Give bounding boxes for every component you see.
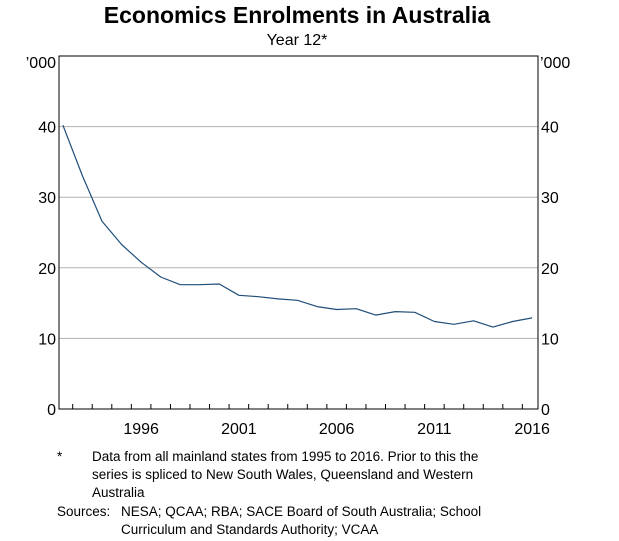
y-tick-label-left: 40 [38, 120, 56, 137]
x-tick-label: 1996 [123, 421, 159, 438]
x-tick-label: 2006 [319, 421, 355, 438]
x-tick-label: 2016 [514, 421, 550, 438]
series-layer [62, 124, 533, 328]
axis-ticks [72, 404, 523, 409]
series-line [62, 124, 533, 328]
chart-title: Economics Enrolments in Australia [103, 2, 491, 28]
sources-text: NESA; QCAA; RBA; SACE Board of South Aus… [121, 504, 482, 537]
gridlines [59, 126, 538, 339]
footnote-marker: * [57, 449, 63, 464]
y-tick-label-left: 30 [38, 190, 56, 207]
y-axis-unit-left: ’000 [26, 55, 56, 72]
y-tick-label-right: 20 [541, 261, 559, 278]
tick-labels: 0 0 10 10 20 20 30 30 40 40 1996 2001 2006 2011 2016 [38, 120, 559, 438]
footnote-text: Data from all mainland states from 1995 … [92, 449, 479, 500]
x-tick-label: 2001 [221, 421, 257, 438]
y-tick-label-right: 30 [541, 190, 559, 207]
y-tick-label-left: 10 [38, 331, 56, 348]
chart-subtitle: Year 12* [266, 32, 328, 49]
y-tick-label-right: 0 [541, 402, 550, 419]
y-axis-unit-right: ’000 [540, 55, 570, 72]
y-tick-label-left: 20 [38, 261, 56, 278]
sources-label: Sources: [57, 504, 111, 519]
y-tick-label-right: 40 [541, 120, 559, 137]
y-tick-label-left: 0 [47, 402, 56, 419]
x-tick-label: 2011 [417, 421, 452, 438]
y-tick-label-right: 10 [541, 331, 559, 348]
line-chart: ’000 ’000 0 0 10 10 20 20 30 30 40 40 1996 2001 2006… [26, 55, 571, 438]
plot-frame [58, 55, 539, 410]
